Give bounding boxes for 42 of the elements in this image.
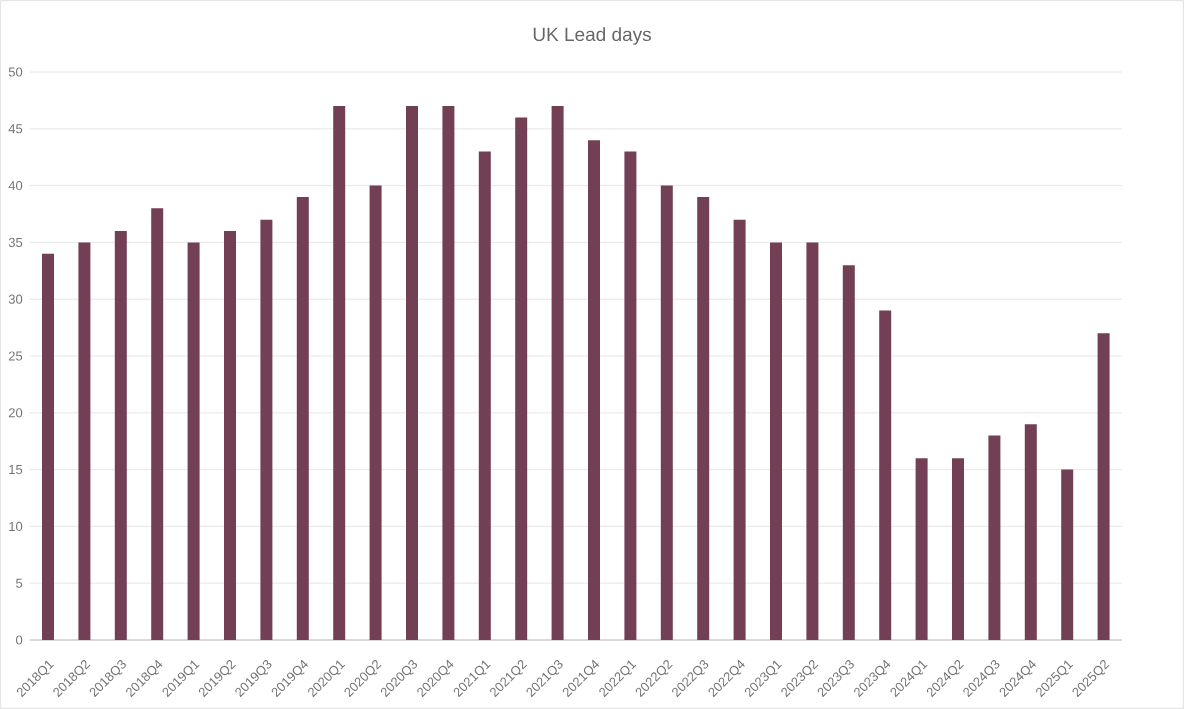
chart-title: UK Lead days	[533, 27, 651, 45]
bar	[988, 435, 1001, 640]
bar	[369, 185, 382, 640]
y-tick-label: 40	[8, 181, 23, 191]
bar	[224, 231, 236, 640]
bar	[1061, 469, 1074, 640]
y-tick-label: 30	[8, 294, 23, 304]
bar	[915, 458, 928, 640]
bar	[551, 106, 564, 640]
bar	[1024, 424, 1037, 640]
bar	[733, 219, 746, 640]
y-tick-label: 35	[8, 237, 23, 248]
bar	[42, 253, 54, 640]
bar	[697, 196, 710, 640]
y-tick-label: 45	[8, 124, 23, 134]
bar	[333, 106, 346, 640]
bar	[187, 242, 200, 640]
bar	[478, 151, 491, 640]
y-tick-label: 10	[9, 521, 23, 531]
bar	[842, 265, 855, 640]
y-tick-label: 50	[8, 67, 23, 77]
bar	[588, 140, 601, 640]
y-tick-label: 15	[9, 465, 23, 475]
bar	[952, 458, 964, 640]
bar	[260, 219, 273, 640]
bar	[406, 106, 418, 640]
bar	[624, 151, 637, 640]
bar	[770, 242, 782, 640]
bar	[78, 242, 91, 640]
bar	[515, 117, 528, 640]
y-tick-label: 0	[16, 635, 23, 645]
y-tick-label: 5	[16, 578, 23, 588]
y-tick-label: 20	[8, 408, 23, 418]
bar	[296, 196, 309, 640]
bar	[151, 208, 164, 640]
bar	[660, 185, 673, 640]
bar	[114, 231, 127, 640]
bar	[879, 310, 892, 640]
y-tick-label: 25	[8, 351, 23, 361]
bar	[442, 106, 455, 640]
bar	[806, 242, 819, 640]
bar	[1097, 333, 1110, 640]
